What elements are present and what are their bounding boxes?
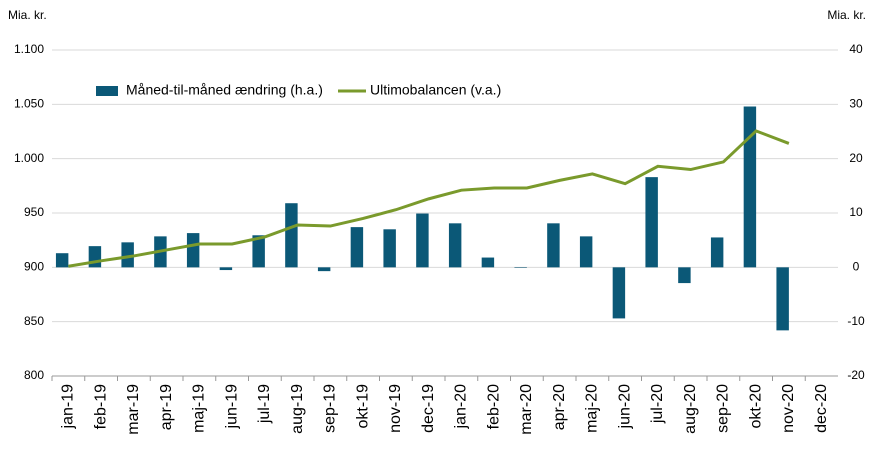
y2-tick-label: -20 xyxy=(847,368,865,382)
bar xyxy=(88,246,102,268)
bar xyxy=(317,267,331,272)
y2-tick-label: 20 xyxy=(849,151,863,165)
bar xyxy=(416,213,429,268)
bar xyxy=(547,223,560,268)
x-tick-label: feb-20 xyxy=(485,384,502,429)
bar xyxy=(252,235,265,268)
x-tick-label: feb-19 xyxy=(92,384,109,429)
y-tick-label: 1.100 xyxy=(14,42,44,56)
y2-tick-label: 10 xyxy=(849,205,863,219)
x-tick-label: dec-19 xyxy=(420,384,437,433)
x-tick-label: jan-20 xyxy=(453,384,470,430)
legend-swatch xyxy=(96,86,118,96)
y-tick-label: 1.050 xyxy=(14,97,44,111)
x-tick-label: okt-20 xyxy=(747,384,764,429)
y-tick-label: 850 xyxy=(24,314,44,328)
y2-tick-label: -10 xyxy=(847,314,865,328)
legend-label: Ultimobalancen (v.a.) xyxy=(370,82,501,98)
x-tick-label: aug-20 xyxy=(682,384,699,434)
bar xyxy=(350,227,364,268)
y-tick-label: 800 xyxy=(24,368,44,382)
x-tick-label: jul-20 xyxy=(649,384,666,424)
bar xyxy=(678,267,691,284)
y2-tick-label: 0 xyxy=(853,260,860,274)
bar xyxy=(645,177,658,268)
bar xyxy=(285,203,298,268)
x-tick-label: sep-19 xyxy=(322,384,339,433)
y2-axis-label: Mia. kr. xyxy=(827,8,866,22)
y2-tick-label: 30 xyxy=(849,97,863,111)
bar xyxy=(579,236,593,268)
x-tick-label: jul-19 xyxy=(256,384,273,424)
x-tick-label: mar-19 xyxy=(125,384,142,435)
bar xyxy=(514,267,527,268)
bar xyxy=(383,229,396,268)
x-tick-label: apr-19 xyxy=(158,384,175,430)
bar xyxy=(743,106,757,268)
x-tick-label: nov-20 xyxy=(780,384,797,433)
bar xyxy=(55,253,69,268)
x-tick-label: mar-20 xyxy=(518,384,535,435)
bar xyxy=(448,223,462,268)
legend-label: Måned-til-måned ændring (h.a.) xyxy=(126,82,323,98)
y2-tick-label: 40 xyxy=(849,42,863,56)
bar xyxy=(219,267,233,271)
y-axis-label: Mia. kr. xyxy=(8,8,47,22)
x-tick-label: sep-20 xyxy=(715,384,732,433)
bar xyxy=(710,237,724,268)
y-tick-label: 1.000 xyxy=(14,151,44,165)
y-tick-label: 900 xyxy=(24,260,44,274)
bar xyxy=(612,267,626,319)
y-tick-label: 950 xyxy=(24,205,44,219)
x-tick-label: jun-20 xyxy=(616,384,633,430)
bar xyxy=(186,233,200,268)
bar xyxy=(121,242,134,268)
x-tick-label: jan-19 xyxy=(60,384,77,430)
bar xyxy=(481,257,495,268)
x-tick-label: maj-20 xyxy=(584,384,601,433)
x-tick-label: aug-19 xyxy=(289,384,306,434)
line xyxy=(68,129,790,268)
x-tick-label: maj-19 xyxy=(191,384,208,433)
x-tick-label: apr-20 xyxy=(551,384,568,430)
x-tick-label: okt-19 xyxy=(354,384,371,429)
x-tick-label: jun-19 xyxy=(223,384,240,430)
x-tick-label: nov-19 xyxy=(387,384,404,433)
x-tick-label: dec-20 xyxy=(813,384,830,433)
bar xyxy=(776,267,789,331)
